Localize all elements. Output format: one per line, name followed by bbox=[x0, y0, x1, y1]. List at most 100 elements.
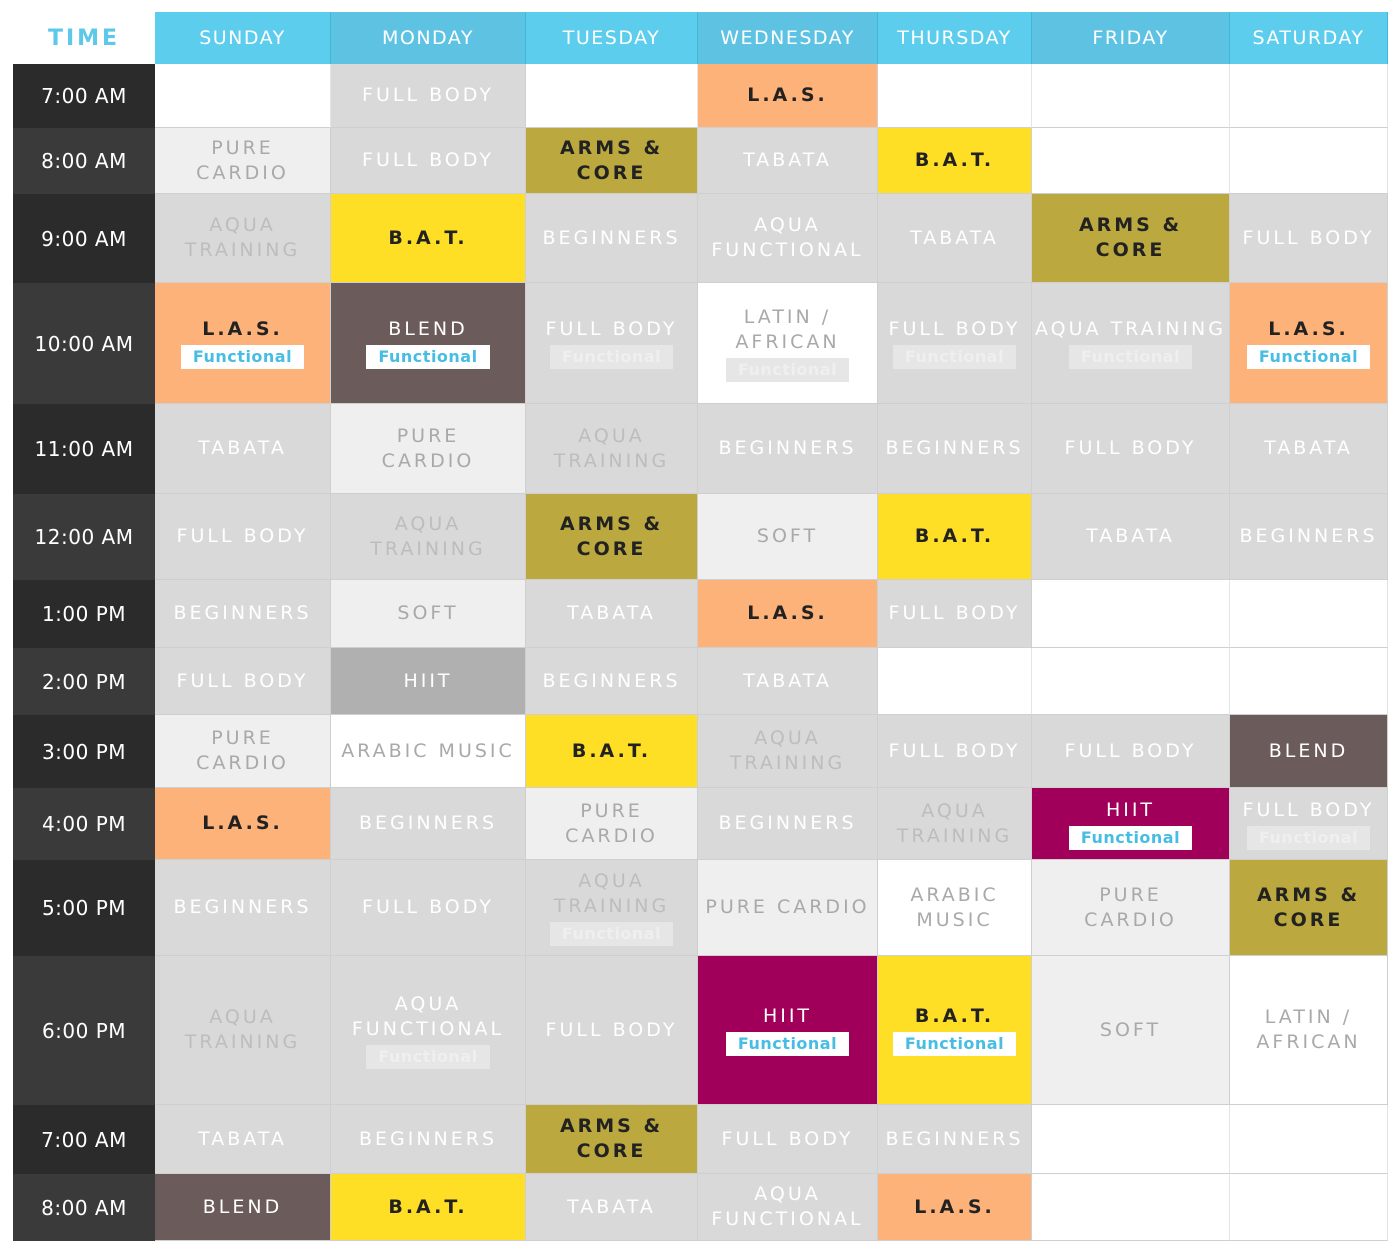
class-slot-arms-core[interactable]: ARMS & CORE bbox=[526, 494, 698, 580]
class-slot-latin-african[interactable]: LATIN / AFRICAN Functional bbox=[698, 283, 878, 404]
class-slot-beginners[interactable]: BEGINNERS bbox=[331, 1105, 526, 1174]
class-name: TABATA bbox=[743, 669, 832, 692]
class-name: AQUA TRAINING bbox=[729, 727, 846, 774]
class-slot-full-body[interactable]: FULL BODY bbox=[155, 648, 331, 715]
day-header-sunday: SUNDAY bbox=[155, 12, 331, 64]
class-slot-b-a-t[interactable]: B.A.T. bbox=[878, 128, 1032, 194]
class-slot-aqua-training[interactable]: AQUA TRAINING bbox=[698, 715, 878, 788]
class-slot-beginners[interactable]: BEGINNERS bbox=[878, 1105, 1032, 1174]
class-slot-aqua-training[interactable]: AQUA TRAINING bbox=[331, 494, 526, 580]
class-slot-arabic-music[interactable]: ARABIC MUSIC bbox=[331, 715, 526, 788]
class-slot-aqua-training[interactable]: AQUA TRAINING Functional bbox=[526, 860, 698, 956]
class-slot-l-a-s[interactable]: L.A.S. Functional bbox=[1230, 283, 1388, 404]
class-slot-blend[interactable]: BLEND Functional bbox=[331, 283, 526, 404]
class-slot-tabata[interactable]: TABATA bbox=[698, 648, 878, 715]
class-slot-tabata[interactable]: TABATA bbox=[698, 128, 878, 194]
class-slot-b-a-t[interactable]: B.A.T. bbox=[331, 1174, 526, 1241]
day-header-tuesday: TUESDAY bbox=[526, 12, 698, 64]
class-slot-l-a-s[interactable]: L.A.S. bbox=[155, 788, 331, 860]
class-name: PURE CARDIO bbox=[1084, 883, 1177, 931]
class-slot-arms-core[interactable]: ARMS & CORE bbox=[1032, 194, 1230, 283]
class-slot-aqua-functional[interactable]: AQUA FUNCTIONAL bbox=[698, 1174, 878, 1241]
class-slot-l-a-s[interactable]: L.A.S. bbox=[698, 64, 878, 128]
class-slot-pure-cardio[interactable]: PURE CARDIO bbox=[698, 860, 878, 956]
class-slot-beginners[interactable]: BEGINNERS bbox=[878, 404, 1032, 494]
class-slot-l-a-s[interactable]: L.A.S. bbox=[878, 1174, 1032, 1241]
class-slot-pure-cardio[interactable]: PURE CARDIO bbox=[155, 128, 331, 194]
class-slot-tabata[interactable]: TABATA bbox=[155, 1105, 331, 1174]
class-slot-soft[interactable]: SOFT bbox=[698, 494, 878, 580]
class-name: FULL BODY bbox=[362, 84, 494, 106]
class-slot-l-a-s[interactable]: L.A.S. Functional bbox=[155, 283, 331, 404]
class-slot-beginners[interactable]: BEGINNERS bbox=[526, 194, 698, 283]
class-slot-full-body[interactable]: FULL BODY bbox=[526, 956, 698, 1105]
class-slot-blend[interactable]: BLEND bbox=[155, 1174, 331, 1241]
class-slot-pure-cardio[interactable]: PURE CARDIO bbox=[526, 788, 698, 860]
class-name: BEGINNERS bbox=[1239, 525, 1378, 547]
class-name: PURE CARDIO bbox=[381, 424, 475, 472]
functional-badge-faded: Functional bbox=[549, 922, 674, 946]
class-slot-beginners[interactable]: BEGINNERS bbox=[1230, 494, 1388, 580]
class-name: ARMS & CORE bbox=[559, 512, 664, 560]
class-slot-latin-african[interactable]: LATIN / AFRICAN bbox=[1230, 956, 1388, 1105]
functional-badge: Functional bbox=[180, 345, 305, 369]
class-slot-beginners[interactable]: BEGINNERS bbox=[155, 580, 331, 648]
class-slot-arms-core[interactable]: ARMS & CORE bbox=[526, 1105, 698, 1174]
empty-slot bbox=[155, 64, 331, 128]
class-slot-beginners[interactable]: BEGINNERS bbox=[698, 404, 878, 494]
class-slot-aqua-training[interactable]: AQUA TRAINING bbox=[155, 194, 331, 283]
class-slot-full-body[interactable]: FULL BODY bbox=[878, 715, 1032, 788]
class-name: B.A.T. bbox=[388, 226, 468, 249]
class-slot-arms-core[interactable]: ARMS & CORE bbox=[526, 128, 698, 194]
class-slot-full-body[interactable]: FULL BODY Functional bbox=[878, 283, 1032, 404]
class-slot-full-body[interactable]: FULL BODY bbox=[1032, 404, 1230, 494]
class-slot-b-a-t[interactable]: B.A.T. bbox=[526, 715, 698, 788]
empty-slot bbox=[1032, 1174, 1230, 1241]
class-slot-b-a-t[interactable]: B.A.T. bbox=[331, 194, 526, 283]
class-slot-blend[interactable]: BLEND bbox=[1230, 715, 1388, 788]
class-slot-tabata[interactable]: TABATA bbox=[526, 1174, 698, 1241]
class-slot-soft[interactable]: SOFT bbox=[331, 580, 526, 648]
class-slot-hiit[interactable]: HIIT bbox=[331, 648, 526, 715]
class-slot-soft[interactable]: SOFT bbox=[1032, 956, 1230, 1105]
class-slot-aqua-training[interactable]: AQUA TRAINING bbox=[155, 956, 331, 1105]
class-slot-full-body[interactable]: FULL BODY bbox=[878, 580, 1032, 648]
class-slot-aqua-functional[interactable]: AQUA FUNCTIONAL bbox=[698, 194, 878, 283]
class-slot-aqua-training[interactable]: AQUA TRAINING bbox=[878, 788, 1032, 860]
class-slot-b-a-t[interactable]: B.A.T. Functional bbox=[878, 956, 1032, 1105]
class-slot-hiit[interactable]: HIIT Functional bbox=[698, 956, 878, 1105]
class-slot-aqua-training[interactable]: AQUA TRAINING bbox=[526, 404, 698, 494]
class-name: BEGINNERS bbox=[173, 602, 312, 624]
class-slot-full-body[interactable]: FULL BODY bbox=[1230, 194, 1388, 283]
class-slot-pure-cardio[interactable]: PURE CARDIO bbox=[155, 715, 331, 788]
class-slot-full-body[interactable]: FULL BODY bbox=[331, 860, 526, 956]
class-slot-aqua-training[interactable]: AQUA TRAINING Functional bbox=[1032, 283, 1230, 404]
class-slot-full-body[interactable]: FULL BODY bbox=[155, 494, 331, 580]
class-slot-l-a-s[interactable]: L.A.S. bbox=[698, 580, 878, 648]
class-slot-beginners[interactable]: BEGINNERS bbox=[698, 788, 878, 860]
class-slot-tabata[interactable]: TABATA bbox=[155, 404, 331, 494]
empty-slot bbox=[1230, 580, 1388, 648]
class-slot-full-body[interactable]: FULL BODY bbox=[331, 64, 526, 128]
class-slot-b-a-t[interactable]: B.A.T. bbox=[878, 494, 1032, 580]
class-slot-tabata[interactable]: TABATA bbox=[526, 580, 698, 648]
class-slot-beginners[interactable]: BEGINNERS bbox=[155, 860, 331, 956]
class-slot-pure-cardio[interactable]: PURE CARDIO bbox=[331, 404, 526, 494]
class-slot-beginners[interactable]: BEGINNERS bbox=[526, 648, 698, 715]
class-slot-arabic-music[interactable]: ARABIC MUSIC bbox=[878, 860, 1032, 956]
class-slot-full-body[interactable]: FULL BODY bbox=[698, 1105, 878, 1174]
class-slot-full-body[interactable]: FULL BODY Functional bbox=[1230, 788, 1388, 860]
class-name: B.A.T. bbox=[571, 739, 652, 762]
class-slot-hiit[interactable]: HIIT Functional bbox=[1032, 788, 1230, 860]
class-slot-full-body[interactable]: FULL BODY Functional bbox=[526, 283, 698, 404]
class-slot-arms-core[interactable]: ARMS & CORE bbox=[1230, 860, 1388, 956]
class-slot-beginners[interactable]: BEGINNERS bbox=[331, 788, 526, 860]
class-slot-tabata[interactable]: TABATA bbox=[1230, 404, 1388, 494]
time-slot-label: 11:00 AM bbox=[13, 404, 155, 494]
class-slot-full-body[interactable]: FULL BODY bbox=[1032, 715, 1230, 788]
class-slot-tabata[interactable]: TABATA bbox=[878, 194, 1032, 283]
class-slot-full-body[interactable]: FULL BODY bbox=[331, 128, 526, 194]
class-slot-pure-cardio[interactable]: PURE CARDIO bbox=[1032, 860, 1230, 956]
class-slot-tabata[interactable]: TABATA bbox=[1032, 494, 1230, 580]
class-slot-aqua-functional[interactable]: AQUA FUNCTIONAL Functional bbox=[331, 956, 526, 1105]
